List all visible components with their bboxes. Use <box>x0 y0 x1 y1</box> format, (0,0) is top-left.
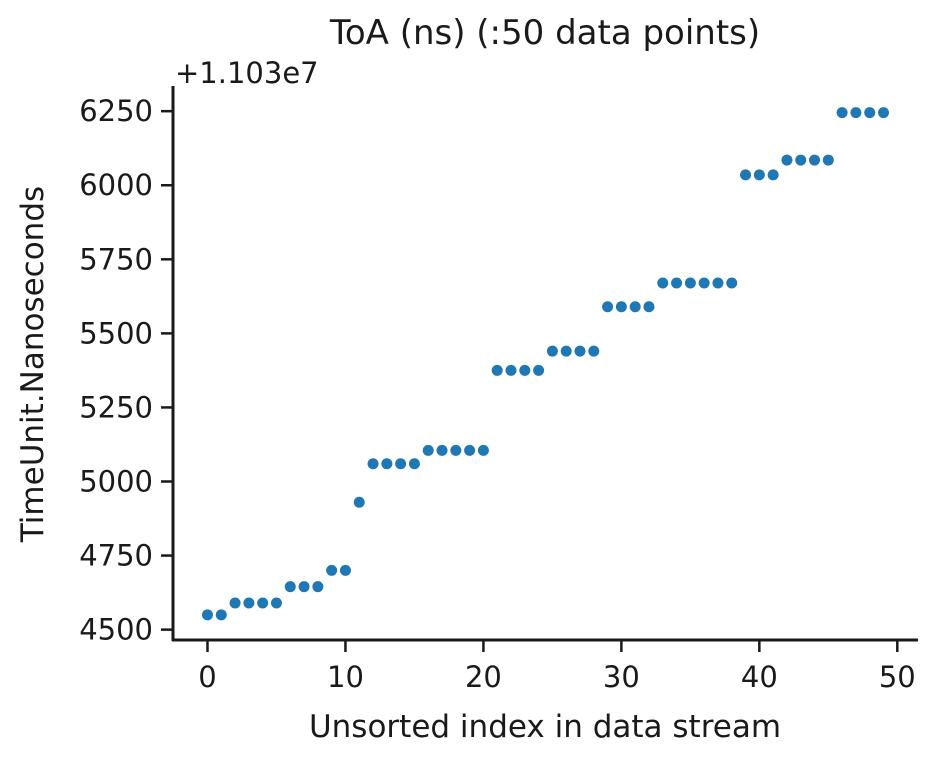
data-point <box>201 609 213 621</box>
y-tick-label: 6000 <box>79 168 153 202</box>
y-tick-label: 5250 <box>79 390 153 424</box>
data-point <box>229 597 241 609</box>
data-point <box>408 458 420 470</box>
data-point <box>519 364 531 376</box>
data-point <box>864 107 876 119</box>
data-point <box>326 564 338 576</box>
y-tick-label: 4500 <box>79 613 153 647</box>
data-point <box>491 364 503 376</box>
data-point <box>588 345 600 357</box>
x-axis-label: Unsorted index in data stream <box>309 709 781 745</box>
x-tick-label: 40 <box>741 660 778 694</box>
x-tick-label: 50 <box>879 660 916 694</box>
data-points <box>201 107 890 621</box>
data-point <box>753 169 765 181</box>
data-point <box>629 301 641 313</box>
x-ticks: 0 10 20 30 40 50 <box>198 640 916 694</box>
data-point <box>298 581 310 593</box>
data-point <box>850 107 862 119</box>
data-point <box>878 107 890 119</box>
data-point <box>767 169 779 181</box>
y-tick-label: 6250 <box>79 94 153 128</box>
data-point <box>270 597 282 609</box>
data-point <box>836 107 848 119</box>
data-point <box>312 581 324 593</box>
data-point <box>809 154 821 166</box>
data-point <box>381 458 393 470</box>
data-point <box>367 458 379 470</box>
data-point <box>353 496 365 508</box>
data-point <box>215 609 227 621</box>
data-point <box>422 444 434 456</box>
y-tick-label: 4750 <box>79 539 153 573</box>
data-point <box>505 364 517 376</box>
data-point <box>464 444 476 456</box>
data-point <box>726 277 738 289</box>
data-point <box>395 458 407 470</box>
data-point <box>795 154 807 166</box>
chart-title: ToA (ns) (:50 data points) <box>329 13 760 53</box>
data-point <box>671 277 683 289</box>
data-point <box>560 345 572 357</box>
y-axis-label: TimeUnit.Nanoseconds <box>15 186 51 543</box>
data-point <box>257 597 269 609</box>
data-point <box>698 277 710 289</box>
data-point <box>339 564 351 576</box>
data-point <box>477 444 489 456</box>
y-tick-label: 5000 <box>79 465 153 499</box>
data-point <box>436 444 448 456</box>
x-tick-label: 20 <box>465 660 502 694</box>
data-point <box>574 345 586 357</box>
data-point <box>740 169 752 181</box>
data-point <box>643 301 655 313</box>
data-point <box>822 154 834 166</box>
data-point <box>712 277 724 289</box>
data-point <box>602 301 614 313</box>
x-tick-label: 10 <box>327 660 364 694</box>
x-tick-label: 30 <box>603 660 640 694</box>
data-point <box>657 277 669 289</box>
y-tick-label: 5750 <box>79 242 153 276</box>
data-point <box>284 581 296 593</box>
data-point <box>781 154 793 166</box>
data-point <box>533 364 545 376</box>
data-point <box>684 277 696 289</box>
data-point <box>243 597 255 609</box>
data-point <box>546 345 558 357</box>
y-tick-label: 5500 <box>79 316 153 350</box>
x-tick-label: 0 <box>198 660 216 694</box>
data-point <box>450 444 462 456</box>
y-offset-label: +1.103e7 <box>175 56 319 90</box>
y-ticks: 4500 4750 5000 5250 5500 5750 6000 6250 <box>79 94 173 647</box>
data-point <box>615 301 627 313</box>
